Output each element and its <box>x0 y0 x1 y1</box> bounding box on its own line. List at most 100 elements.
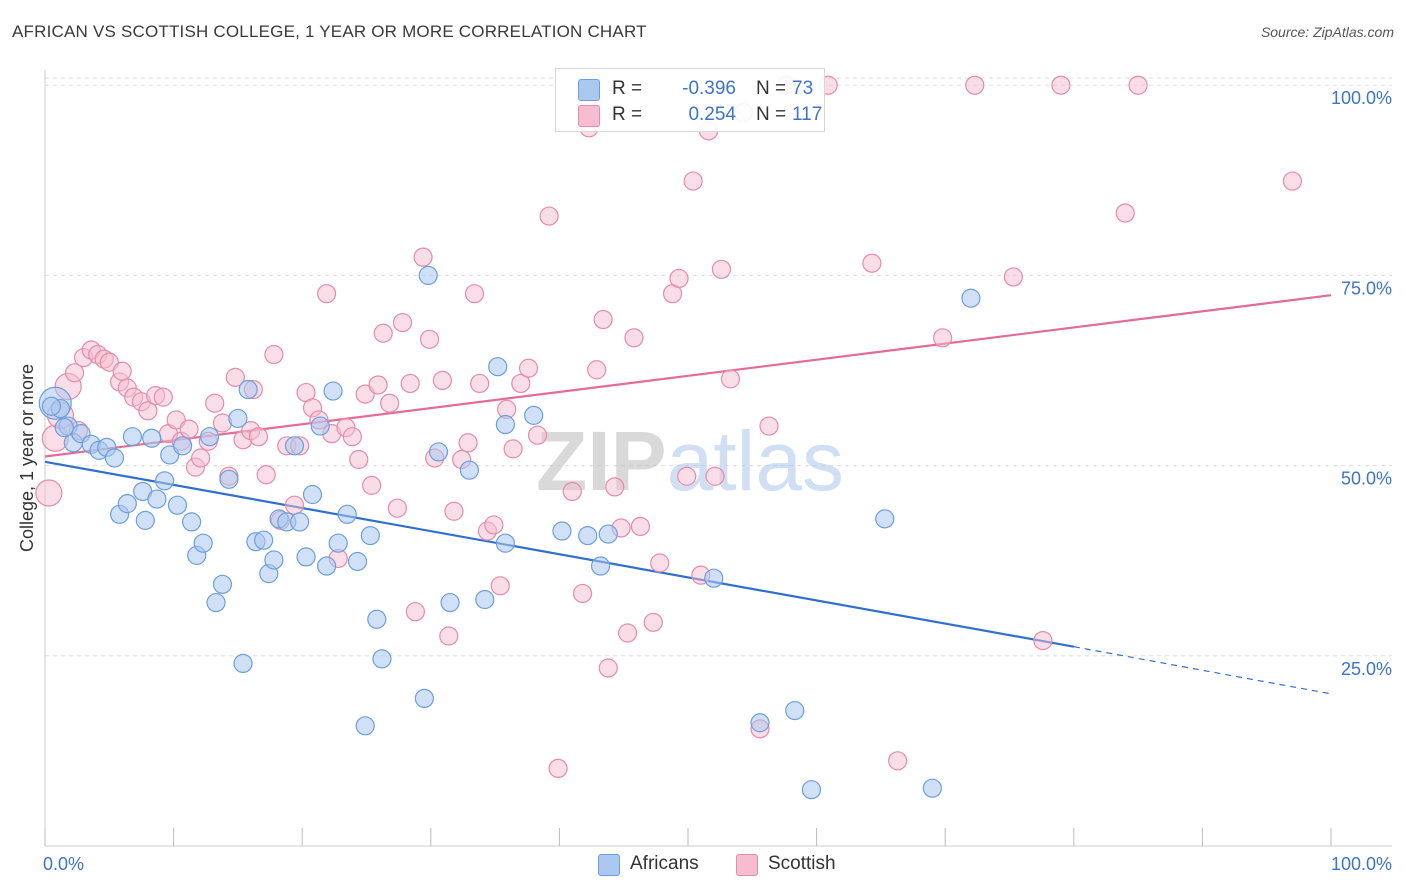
scottish-point <box>587 360 607 380</box>
scottish-point <box>1128 75 1148 95</box>
scottish-point <box>888 751 908 771</box>
scottish-point <box>179 419 199 439</box>
scottish-point <box>1003 267 1023 287</box>
scottish-point <box>387 498 407 518</box>
africans-point <box>414 688 434 709</box>
scottish-point <box>650 553 670 573</box>
africans-point <box>193 533 213 553</box>
scottish-legend-label: Scottish <box>768 853 836 874</box>
africans-swatch <box>578 79 600 101</box>
africans-point <box>552 521 572 541</box>
n-label: N = <box>756 104 787 125</box>
africans-point <box>173 436 193 456</box>
r-label: R = <box>612 104 643 125</box>
scottish-point <box>153 387 173 407</box>
africans-point <box>524 405 544 425</box>
scottish-point <box>598 658 618 678</box>
y-tick-label: 25.0% <box>1341 659 1392 679</box>
scottish-point <box>539 206 559 226</box>
scottish-point <box>593 309 613 330</box>
y-tick-label: 100.0% <box>1331 88 1392 108</box>
scottish-point <box>205 393 225 413</box>
africans-point <box>167 495 188 515</box>
scottish-point <box>225 367 245 387</box>
africans-point <box>598 524 618 544</box>
africans-point <box>302 484 323 505</box>
scottish-point <box>624 328 644 348</box>
scottish-point <box>373 323 393 343</box>
africans-point <box>922 778 942 798</box>
africans-point <box>117 494 137 514</box>
africans-point <box>495 533 515 553</box>
africans-point <box>337 504 357 524</box>
africans-point <box>238 379 258 400</box>
africans-point <box>367 609 387 629</box>
scottish-point <box>35 479 63 507</box>
scottish-point <box>683 171 703 191</box>
africans-point <box>310 416 330 436</box>
scottish-point <box>1033 630 1053 651</box>
y-tick-label: 50.0% <box>1341 469 1392 489</box>
africans-trend-line <box>44 460 1074 648</box>
africans-points <box>38 265 981 800</box>
scottish-point <box>503 439 523 459</box>
scottish-point <box>368 375 388 395</box>
scottish-point <box>759 416 779 436</box>
africans-point <box>488 357 508 377</box>
scottish-point <box>511 373 531 394</box>
africans-point <box>801 780 822 800</box>
africans-point <box>355 716 375 736</box>
africans-point <box>122 427 143 447</box>
scottish-point <box>720 369 741 389</box>
scottish-point <box>548 758 568 779</box>
scottish-point <box>1282 171 1303 191</box>
scottish-swatch <box>578 105 600 127</box>
scottish-point <box>484 515 504 535</box>
scottish-point <box>470 373 490 394</box>
scottish-point <box>464 284 485 304</box>
africans-point <box>347 551 368 572</box>
scottish-point <box>630 516 651 537</box>
scottish-point <box>64 363 85 383</box>
africans-point <box>135 510 155 530</box>
scottish-point <box>112 361 132 381</box>
scottish-point <box>248 427 269 447</box>
correlation-legend: R = -0.396 N = 73 R = 0.254 N = 117 <box>555 68 825 132</box>
africans-point <box>54 417 74 438</box>
scottish-point <box>317 284 337 304</box>
scottish-point <box>138 401 158 421</box>
scottish-point <box>256 465 276 485</box>
africans-point <box>328 533 348 553</box>
scottish-point <box>444 501 464 521</box>
scottish-point <box>562 481 582 502</box>
scottish-point <box>862 253 882 273</box>
africans-point <box>290 512 310 532</box>
r-label: R = <box>612 78 643 99</box>
africans-point <box>961 288 981 308</box>
africans-trend-extension <box>1073 646 1332 695</box>
africans-point <box>785 700 805 721</box>
africans-point <box>750 713 770 733</box>
x-tick-label: 100.0% <box>1331 854 1392 874</box>
axes <box>44 70 1392 847</box>
africans-point <box>495 414 515 435</box>
scottish-point <box>711 259 732 279</box>
africans-point <box>590 556 611 576</box>
scottish-point <box>405 602 425 622</box>
scottish-point <box>965 75 985 95</box>
scottish-point <box>349 449 369 470</box>
africans-point <box>228 408 248 429</box>
africans-point <box>104 448 125 468</box>
scottish-point <box>669 268 689 289</box>
y-tick-label: 75.0% <box>1341 278 1392 298</box>
africans-point <box>41 396 62 416</box>
scottish-point <box>362 475 382 495</box>
scottish-point <box>392 312 413 333</box>
scottish-point <box>572 583 593 604</box>
scottish-point <box>284 495 305 515</box>
africans-point <box>233 653 253 674</box>
africans-legend-swatch <box>598 854 620 876</box>
scottish-point <box>643 612 663 632</box>
africans-point <box>704 568 724 588</box>
scottish-point <box>191 448 211 468</box>
